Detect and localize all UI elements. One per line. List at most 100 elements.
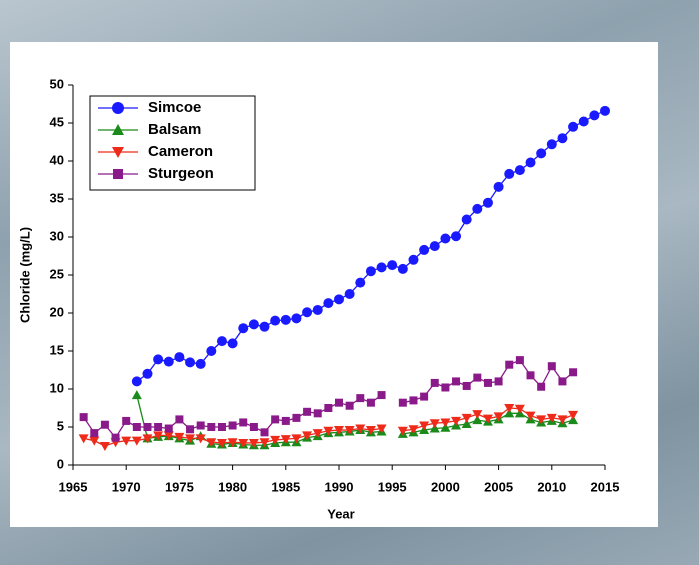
point: [250, 423, 258, 431]
point: [346, 402, 354, 410]
point: [186, 425, 194, 433]
point: [537, 383, 545, 391]
point: [260, 322, 270, 332]
point: [314, 409, 322, 417]
x-tick-label: 1985: [271, 479, 300, 494]
point: [90, 429, 98, 437]
point: [112, 434, 120, 442]
point: [600, 106, 610, 116]
point: [207, 423, 215, 431]
x-tick-label: 2010: [537, 479, 566, 494]
point: [558, 377, 566, 385]
point: [185, 357, 195, 367]
point: [430, 241, 440, 251]
point: [355, 278, 365, 288]
point: [579, 116, 589, 126]
point: [452, 377, 460, 385]
point: [557, 133, 567, 143]
point: [568, 122, 578, 132]
point: [323, 298, 333, 308]
point: [483, 198, 493, 208]
point: [398, 264, 408, 274]
legend-label: Simcoe: [148, 99, 201, 116]
point: [408, 255, 418, 265]
point: [133, 423, 141, 431]
point: [472, 204, 482, 214]
point: [515, 165, 525, 175]
point: [238, 323, 248, 333]
point: [175, 415, 183, 423]
y-tick-label: 15: [50, 342, 64, 357]
point: [431, 379, 439, 387]
point: [324, 404, 332, 412]
point: [261, 428, 269, 436]
point: [399, 399, 407, 407]
point: [377, 262, 387, 272]
legend-marker: [112, 102, 124, 114]
point: [281, 315, 291, 325]
point: [174, 352, 184, 362]
point: [420, 393, 428, 401]
point: [356, 394, 364, 402]
point: [197, 421, 205, 429]
point: [142, 369, 152, 379]
point: [473, 374, 481, 382]
y-tick-label: 25: [50, 266, 64, 281]
y-axis-label: Chloride (mg/L): [17, 227, 32, 323]
y-tick-label: 40: [50, 152, 64, 167]
point: [313, 305, 323, 315]
point: [484, 379, 492, 387]
point: [440, 234, 450, 244]
point: [409, 396, 417, 404]
y-tick-label: 50: [50, 76, 64, 91]
point: [239, 418, 247, 426]
point: [154, 423, 162, 431]
x-tick-label: 1990: [325, 479, 354, 494]
point: [345, 289, 355, 299]
point: [334, 294, 344, 304]
point: [249, 319, 259, 329]
y-tick-label: 35: [50, 190, 64, 205]
legend-label: Sturgeon: [148, 165, 214, 182]
slide-background: Year Chloride (mg/L) 0510152025303540455…: [0, 0, 699, 565]
point: [569, 368, 577, 376]
point: [536, 148, 546, 158]
y-tick-label: 5: [57, 418, 64, 433]
point: [228, 338, 238, 348]
point: [504, 169, 514, 179]
x-tick-label: 1965: [59, 479, 88, 494]
point: [132, 376, 142, 386]
point: [419, 245, 429, 255]
point: [526, 158, 536, 168]
point: [101, 421, 109, 429]
point: [548, 362, 556, 370]
y-tick-label: 10: [50, 380, 64, 395]
legend-label: Balsam: [148, 121, 201, 138]
point: [335, 399, 343, 407]
point: [462, 215, 472, 225]
point: [589, 110, 599, 120]
point: [217, 336, 227, 346]
point: [302, 307, 312, 317]
point: [292, 414, 300, 422]
point: [271, 415, 279, 423]
point: [451, 231, 461, 241]
x-tick-label: 1995: [378, 479, 407, 494]
point: [218, 423, 226, 431]
point: [303, 408, 311, 416]
point: [366, 266, 376, 276]
point: [505, 361, 513, 369]
x-axis-label: Year: [327, 506, 354, 521]
point: [378, 391, 386, 399]
x-tick-label: 1980: [218, 479, 247, 494]
legend-label: Cameron: [148, 143, 213, 160]
point: [291, 313, 301, 323]
x-tick-label: 1970: [112, 479, 141, 494]
point: [165, 425, 173, 433]
point: [387, 260, 397, 270]
point: [229, 421, 237, 429]
x-tick-label: 2015: [591, 479, 620, 494]
x-tick-label: 2005: [484, 479, 513, 494]
point: [367, 399, 375, 407]
y-tick-label: 45: [50, 114, 64, 129]
